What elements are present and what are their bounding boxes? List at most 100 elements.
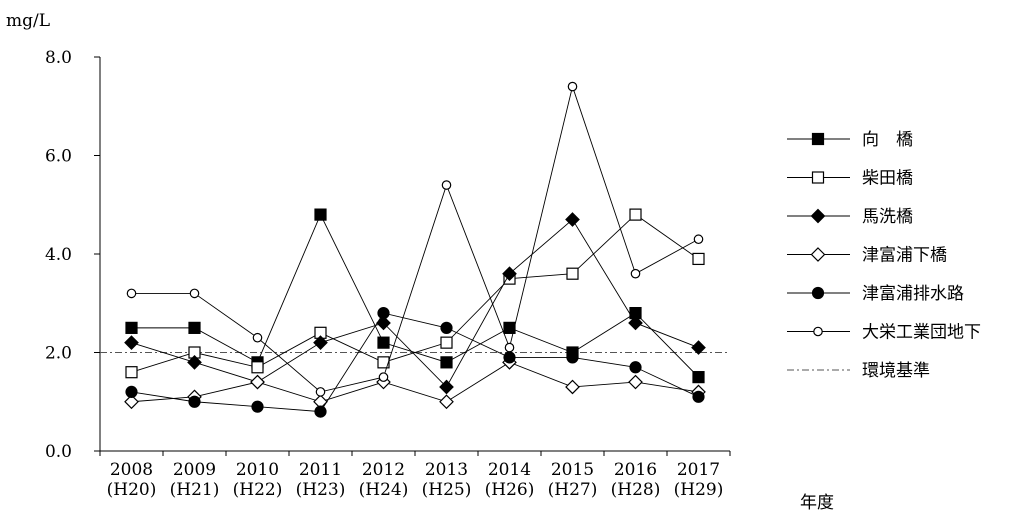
data-point <box>125 385 138 398</box>
legend-label: 津富浦下橋 <box>862 246 947 266</box>
data-point <box>692 371 705 384</box>
series-3 <box>124 212 706 395</box>
data-point <box>504 342 515 353</box>
series-group <box>124 81 706 418</box>
data-point <box>124 394 139 410</box>
data-point <box>692 390 705 403</box>
legend-marker <box>811 171 825 184</box>
x-axis-title: 年度 <box>800 493 834 513</box>
y-tick-label: 0.0 <box>45 442 72 462</box>
data-point <box>565 379 580 395</box>
data-point <box>187 355 202 370</box>
axes: 0.02.04.06.08.02008(H20)2009(H21)2010(H2… <box>45 48 731 500</box>
data-point <box>377 356 390 369</box>
x-tick-label-year: 2014 <box>488 460 531 480</box>
data-point <box>439 394 454 410</box>
data-point <box>252 332 263 343</box>
data-point <box>503 321 516 334</box>
x-tick-label-year: 2012 <box>362 460 405 480</box>
legend-marker <box>811 132 825 146</box>
data-point <box>378 372 389 382</box>
legend-item: 柴田橋 <box>787 169 913 189</box>
x-tick-label-year: 2011 <box>299 460 342 480</box>
x-tick-label-era: (H25) <box>422 480 472 500</box>
data-point <box>126 288 137 299</box>
y-tick-label: 8.0 <box>45 48 72 68</box>
data-point <box>440 321 453 334</box>
data-point <box>440 356 453 369</box>
data-point <box>567 81 578 92</box>
x-tick-label-era: (H22) <box>233 480 283 500</box>
data-point <box>377 336 390 349</box>
y-tick-label: 4.0 <box>45 245 72 265</box>
data-point <box>189 288 200 299</box>
legend-item: 津富浦下橋 <box>787 246 947 266</box>
data-point <box>314 208 327 221</box>
series-4 <box>124 355 706 410</box>
legend-label: 大栄工業団地下 <box>862 323 981 343</box>
data-point <box>376 315 391 331</box>
data-point <box>440 336 453 349</box>
legend-item-reference: 環境基準 <box>787 361 930 381</box>
x-tick-label-year: 2010 <box>236 460 279 480</box>
series-line <box>131 312 699 413</box>
data-point <box>566 351 579 364</box>
data-point <box>315 387 326 397</box>
legend-item: 向 橋 <box>787 130 913 150</box>
data-point <box>503 351 516 364</box>
x-tick-label-era: (H24) <box>359 480 409 500</box>
series-2 <box>125 208 705 379</box>
data-point <box>251 361 264 374</box>
series-line <box>131 84 699 393</box>
data-point <box>441 180 452 190</box>
legend-label: 環境基準 <box>862 361 930 381</box>
legend-label: 向 橋 <box>862 130 913 150</box>
y-tick-label: 6.0 <box>45 147 72 167</box>
x-tick-label-era: (H21) <box>170 480 220 500</box>
data-point <box>502 266 517 282</box>
y-tick-label: 2.0 <box>45 344 72 364</box>
data-point <box>314 405 327 418</box>
x-tick-label-year: 2008 <box>110 460 153 480</box>
series-5 <box>125 307 705 418</box>
data-point <box>251 400 264 413</box>
series-line <box>131 214 699 373</box>
x-tick-label-era: (H27) <box>548 480 598 500</box>
data-point <box>628 374 643 390</box>
data-point <box>565 212 580 227</box>
data-point <box>439 379 454 395</box>
legend-marker <box>813 326 823 337</box>
legend-item: 馬洗橋 <box>787 207 913 227</box>
x-tick-label-era: (H28) <box>611 480 661 500</box>
legend-item: 津富浦排水路 <box>787 284 964 304</box>
data-point <box>313 335 328 350</box>
x-tick-label-era: (H23) <box>296 480 346 500</box>
data-point <box>629 361 642 374</box>
x-tick-label-year: 2013 <box>425 460 468 480</box>
x-tick-label-year: 2009 <box>173 460 216 480</box>
data-point <box>125 366 138 379</box>
series-line <box>131 361 699 403</box>
x-tick-label-era: (H26) <box>485 480 535 500</box>
x-tick-label-era: (H29) <box>674 480 724 500</box>
data-point <box>188 395 201 408</box>
data-point <box>630 268 641 279</box>
x-tick-label-era: (H20) <box>107 480 157 500</box>
legend-item: 大栄工業団地下 <box>787 323 981 343</box>
legend-marker <box>810 247 826 262</box>
x-tick-label-year: 2017 <box>677 460 720 480</box>
x-tick-label-year: 2016 <box>614 460 657 480</box>
legend-label: 馬洗橋 <box>862 207 913 227</box>
legend-label: 柴田橋 <box>862 169 913 189</box>
data-point <box>566 267 579 280</box>
data-point <box>124 335 139 350</box>
legend-marker <box>810 208 826 224</box>
legend-marker <box>811 286 825 300</box>
series-line <box>131 218 699 388</box>
legend-label: 津富浦排水路 <box>862 284 964 304</box>
data-point <box>250 374 265 390</box>
data-point <box>629 208 642 221</box>
data-point <box>377 307 390 320</box>
